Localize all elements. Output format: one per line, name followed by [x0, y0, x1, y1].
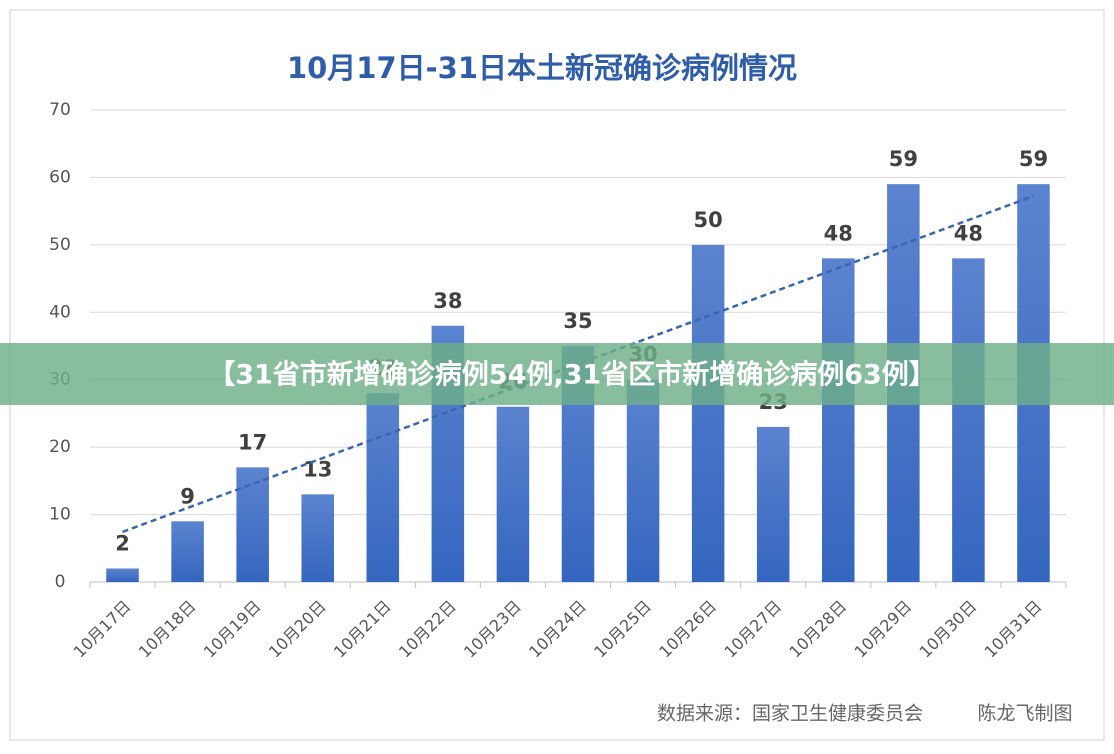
y-tick-label: 10 — [49, 505, 71, 525]
y-tick-label: 20 — [49, 437, 71, 457]
bar — [496, 406, 530, 582]
value-label: 48 — [954, 221, 983, 245]
bar — [301, 494, 334, 582]
value-label: 38 — [433, 289, 462, 313]
bar — [691, 244, 725, 582]
chart-title: 10月17日-31日本土新冠确诊病例情况 — [287, 51, 797, 85]
source: 数据来源：国家卫生健康委员会 — [657, 703, 923, 725]
value-label: 59 — [1019, 147, 1048, 171]
bar — [106, 568, 139, 582]
bar — [626, 379, 660, 582]
y-tick-label: 70 — [49, 100, 71, 120]
bar — [952, 258, 985, 582]
value-label: 2 — [115, 532, 130, 556]
banner-band — [0, 343, 1114, 405]
value-label: 59 — [889, 147, 918, 171]
value-label: 35 — [563, 309, 592, 333]
y-tick-label: 40 — [49, 302, 71, 322]
bar — [171, 521, 204, 582]
value-label: 9 — [180, 484, 195, 508]
y-tick-label: 60 — [49, 167, 71, 187]
value-label: 17 — [238, 430, 267, 454]
value-label: 50 — [694, 208, 723, 232]
bar — [236, 467, 269, 582]
bar — [756, 426, 790, 582]
bar — [822, 258, 855, 582]
value-label: 13 — [303, 457, 332, 481]
banner: 【31省市新增确诊病例54例,31省区市新增确诊病例63例】 — [208, 359, 936, 391]
y-tick-label: 50 — [49, 235, 71, 255]
y-tick-label: 0 — [55, 572, 66, 592]
value-label: 48 — [824, 221, 853, 245]
bar — [366, 393, 400, 582]
author: 陈龙飞制图 — [977, 703, 1072, 725]
